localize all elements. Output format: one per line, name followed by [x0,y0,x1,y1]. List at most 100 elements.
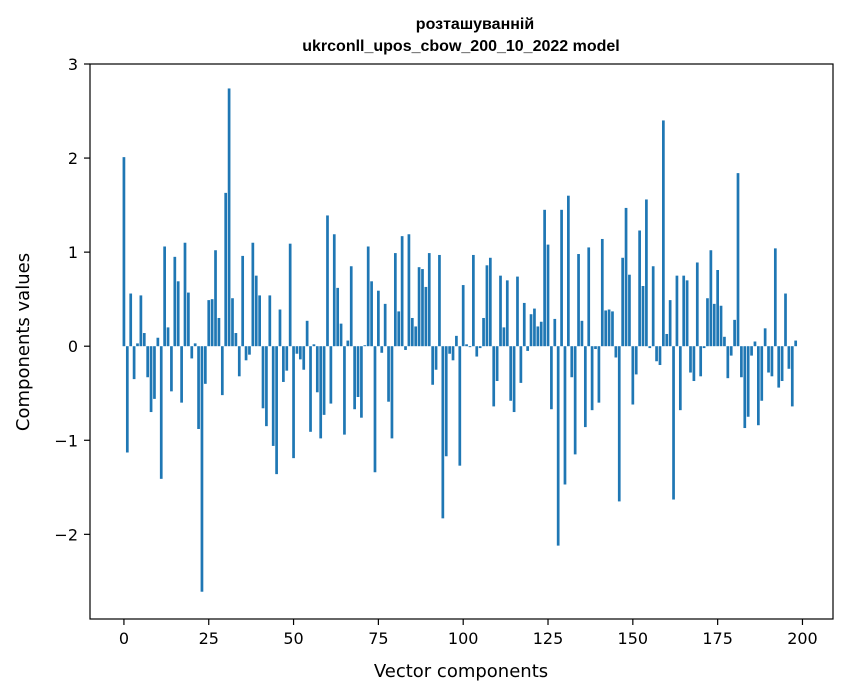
bar [757,346,760,426]
bar [512,346,516,413]
bar [315,346,319,393]
bar [220,346,224,396]
bar [305,320,309,347]
bar [536,326,540,347]
x-axis: 0 25 50 75 100 125 150 175 200 [119,619,818,648]
bar [241,255,245,347]
y-tick-label: −2 [54,525,78,544]
bar [373,346,377,473]
bar [227,88,231,347]
bar [407,234,411,347]
bar [784,293,787,347]
bar [248,346,251,355]
x-tick-label: 150 [618,629,649,648]
bar [719,305,723,347]
bar [421,269,424,347]
bar [543,209,546,347]
bar [746,346,750,417]
bar [682,275,686,347]
y-tick-label: 3 [68,55,78,74]
x-tick-label: 75 [368,629,388,648]
bar [777,346,781,388]
bar [763,328,767,347]
bar [529,314,533,347]
bar [733,319,736,347]
bar [604,310,608,347]
bar [678,346,682,411]
y-tick-label: 1 [68,243,78,262]
bar [550,346,553,410]
bar [427,253,431,347]
bar [261,346,265,409]
bar [231,298,234,347]
bar [187,292,190,347]
bar [278,309,282,347]
bar [146,346,150,378]
bar [370,281,373,347]
bar [634,346,638,375]
bar [767,346,770,373]
bar [349,266,353,347]
bar [336,287,340,347]
bar [285,346,289,371]
bar [237,346,241,377]
bar [356,346,360,397]
bar [183,242,187,347]
bar [383,303,387,347]
bar [353,346,356,410]
bar [488,257,492,347]
bar [597,346,601,403]
bar [129,293,133,347]
bar [662,120,665,347]
bar [505,280,509,347]
bar [393,253,397,347]
bar [438,254,441,347]
bar [712,303,716,347]
bar [207,300,211,347]
bar [132,346,136,380]
bar [397,311,401,347]
bar [271,346,275,446]
bar [193,343,197,347]
x-tick-label: 200 [787,629,818,648]
bar [760,346,764,401]
bar [329,346,333,404]
bar [628,274,631,347]
bar [499,275,502,347]
bar [611,311,614,347]
bar [770,346,774,377]
bar [139,295,143,347]
bar [753,341,757,347]
bar [651,266,655,347]
bar [234,333,238,347]
bar [424,286,428,347]
bar [159,346,163,479]
bar [217,317,221,347]
bar [563,346,567,485]
bar [621,257,625,347]
bar [482,317,485,347]
x-tick-label: 0 [119,629,129,648]
bar [570,346,574,378]
x-tick-label: 125 [533,629,564,648]
bar [790,346,794,407]
bar [492,346,496,407]
bar [166,327,170,347]
bar [567,195,570,347]
bar [190,346,194,359]
bar [600,238,604,347]
bar [122,157,126,347]
bar [648,346,652,349]
bar [268,295,272,347]
bar [773,248,777,347]
bar [312,344,316,347]
bar [539,321,543,347]
bar [258,295,261,347]
bar [197,346,200,429]
bar [326,215,329,347]
bar [434,346,438,370]
bar [153,346,156,399]
bar [210,299,214,347]
y-tick-label: 2 [68,149,78,168]
bar [522,302,526,347]
